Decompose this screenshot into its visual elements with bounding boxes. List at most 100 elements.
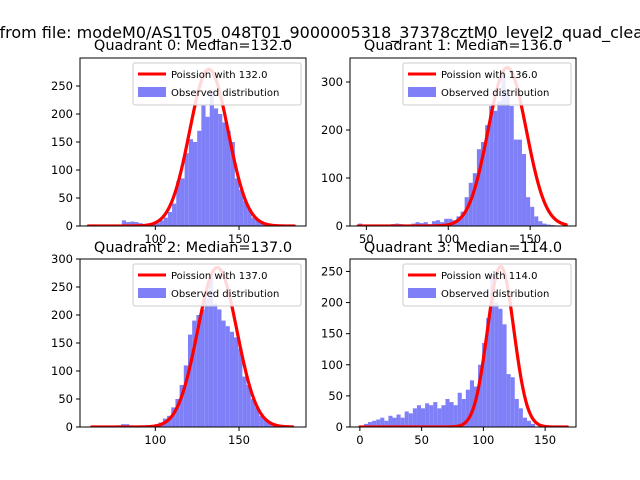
quadrant-3-bar (490, 274, 495, 427)
quadrant-1-legend-observed-swatch (408, 87, 436, 97)
quadrant-0-ytick-label: 50 (58, 191, 73, 205)
quadrant-1-legend: Poission with 136.0 Observed distributio… (402, 62, 572, 106)
quadrant-3-bar (368, 422, 373, 427)
quadrant-2-ytick-label: 250 (51, 280, 73, 294)
quadrant-3-bar (465, 389, 470, 427)
quadrant-0-bar (247, 209, 252, 226)
quadrant-0-bar (176, 181, 181, 226)
quadrant-0-bar (159, 220, 164, 226)
quadrant-3-bar (421, 408, 426, 427)
quadrant-1-xtick-label: 100 (437, 232, 459, 246)
quadrant-0-ytick-label: 150 (51, 135, 73, 149)
quadrant-0-bar (193, 142, 198, 226)
quadrant-2-xtick-label: 100 (144, 433, 166, 447)
quadrant-3-ytick-label: 0 (336, 420, 343, 434)
quadrant-3-legend-poisson-label: Poission with 114.0 (441, 271, 537, 282)
quadrant-2-bar (175, 399, 180, 427)
quadrant-0-ytick-label: 200 (51, 107, 73, 121)
quadrant-3-bar (396, 414, 401, 427)
quadrant-2-bar (171, 407, 176, 427)
quadrant-0-ytick-label: 0 (66, 219, 73, 233)
quadrant-3-bar (372, 420, 377, 427)
quadrant-1-bar (505, 91, 510, 226)
quadrant-3-bar (449, 402, 454, 427)
quadrant-1-bar (448, 218, 453, 226)
quadrant-0-bar (180, 178, 185, 226)
quadrant-2-ytick-label: 150 (51, 336, 73, 350)
quadrant-0-bar (239, 189, 244, 226)
quadrant-3-bar (388, 415, 393, 427)
quadrant-0-bar (218, 114, 223, 226)
quadrant-0-bar (255, 220, 260, 226)
quadrant-2-bar (263, 418, 268, 427)
quadrant-0-bar (201, 105, 206, 226)
quadrant-3-xtick-label: 0 (356, 433, 363, 447)
quadrant-3-legend-observed-swatch (408, 288, 436, 298)
quadrant-2-legend-observed-label: Observed distribution (171, 289, 279, 300)
quadrant-3-bar (478, 364, 483, 427)
quadrant-3-bar (441, 405, 446, 427)
quadrant-3-bar (518, 408, 523, 427)
quadrant-0-bar (134, 222, 139, 226)
quadrant-0-title: Quadrant 0: Median=132.0 (94, 38, 292, 54)
quadrant-0-bar (234, 178, 240, 226)
quadrant-3-bar (437, 408, 442, 427)
quadrant-3-bar (429, 405, 434, 427)
quadrant-1-bar (509, 106, 514, 226)
quadrant-1-bar (415, 222, 420, 226)
quadrant-1-bar (489, 106, 494, 226)
quadrant-2-axes-frame (79, 258, 307, 428)
quadrant-2-bar (217, 309, 222, 427)
quadrant-2-bar (183, 365, 188, 427)
quadrant-2-bar (208, 278, 214, 427)
quadrant-0-bar (126, 222, 131, 226)
quadrant-0-legend-observed-swatch (138, 87, 166, 97)
quadrant-0-chart: Quadrant 0: Median=132.0 100 150 0 50 100 150… (51, 38, 307, 246)
quadrant-3-bar (453, 405, 458, 427)
quadrant-2-poisson-line (90, 265, 295, 427)
quadrant-2-ytick-label: 0 (66, 420, 73, 434)
quadrant-1-bar (526, 197, 531, 226)
quadrant-0-bar (172, 203, 177, 226)
quadrant-0-xtick-label: 150 (228, 232, 250, 246)
quadrant-2-bar (229, 331, 235, 427)
quadrant-1-xtick-label: 50 (359, 232, 374, 246)
quadrant-2-legend: Poission with 137.0 Observed distributio… (132, 263, 302, 307)
quadrant-1-xtick-label: 150 (519, 232, 541, 246)
quadrant-3-bar (425, 403, 430, 427)
quadrant-3-ytick-label: 150 (321, 327, 343, 341)
quadrant-3-bar (531, 423, 536, 427)
quadrant-0-bar (163, 217, 168, 226)
quadrant-1-bar (546, 224, 551, 226)
quadrant-1-title: Quadrant 1: Median=136.0 (364, 38, 562, 54)
quadrant-1-axes-frame (349, 57, 577, 227)
quadrant-2-bar (267, 422, 272, 427)
quadrant-1-bar (530, 206, 535, 226)
quadrant-0-bar (184, 153, 189, 226)
quadrant-2-ytick-label: 200 (51, 308, 73, 322)
quadrant-2-bar (167, 415, 172, 427)
quadrant-2-bar (196, 315, 201, 427)
quadrant-1-ytick-label: 200 (321, 123, 343, 137)
quadrant-3-chart: Quadrant 3: Median=114.0 0 50 100 150 0 50 100… (321, 240, 577, 447)
quadrant-1-ytick-label: 100 (321, 171, 343, 185)
quadrant-1-bar (476, 149, 482, 226)
quadrant-1-bar (497, 101, 502, 226)
quadrant-1-bar (534, 216, 539, 226)
quadrant-2-title: Quadrant 2: Median=137.0 (94, 240, 292, 256)
quadrant-0-bar (197, 130, 202, 226)
quadrant-1-bar (472, 173, 477, 226)
quadrant-1-poisson-line (356, 66, 568, 226)
quadrant-0-bar (167, 212, 173, 226)
quadrant-3-bar (457, 392, 462, 427)
quadrant-1-legend-poisson-label: Poission with 136.0 (441, 70, 537, 81)
quadrant-3-bar (526, 420, 532, 427)
quadrant-1-bar (517, 139, 522, 226)
quadrant-2-bar (250, 399, 255, 427)
quadrant-1-bar (521, 154, 527, 226)
quadrant-0-legend-poisson-label: Poission with 132.0 (171, 70, 267, 81)
quadrant-1-bar (501, 72, 506, 226)
quadrant-1-chart: Quadrant 1: Median=136.0 50 100 150 0 100 200… (321, 38, 577, 246)
quadrant-0-bar (222, 122, 227, 226)
quadrant-2-bar (192, 320, 197, 427)
